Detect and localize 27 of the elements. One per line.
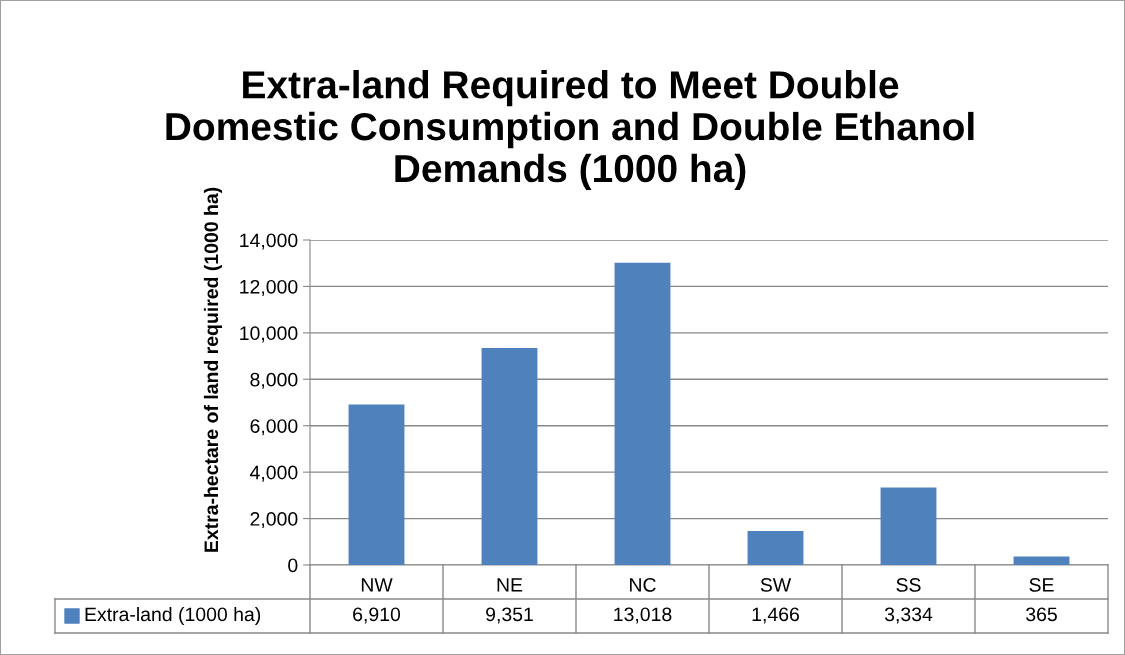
data-label: 6,910 xyxy=(353,607,401,624)
bar xyxy=(614,262,671,565)
data-label: 1,466 xyxy=(752,607,799,624)
data-label: 365 xyxy=(1026,607,1057,622)
y-tick-label: 14,000 xyxy=(240,233,298,250)
y-tick-label: 0 xyxy=(288,558,298,573)
x-tick-label: SW xyxy=(760,578,792,592)
bar xyxy=(481,347,538,565)
data-label: 3,334 xyxy=(884,607,933,624)
x-tick-label: NC xyxy=(630,578,656,592)
x-tick-label: NW xyxy=(361,578,393,592)
bar xyxy=(348,404,405,565)
y-tick-label: 12,000 xyxy=(240,279,298,296)
legend-label: Extra-land (1000 ha) xyxy=(85,606,261,626)
y-tick-label: 2,000 xyxy=(250,512,298,529)
bar xyxy=(1013,556,1070,565)
y-tick-label: 4,000 xyxy=(249,465,298,482)
bar xyxy=(880,487,937,565)
bar xyxy=(747,530,804,565)
data-label: 9,351 xyxy=(486,607,533,624)
x-tick-label: SS xyxy=(896,578,921,592)
y-tick-label: 8,000 xyxy=(250,372,298,389)
y-tick-label: 10,000 xyxy=(240,326,298,343)
x-tick-label: NE xyxy=(497,578,523,592)
data-label: 13,018 xyxy=(614,607,672,624)
x-tick-label: SE xyxy=(1029,578,1054,592)
y-tick-label: 6,000 xyxy=(250,419,298,436)
